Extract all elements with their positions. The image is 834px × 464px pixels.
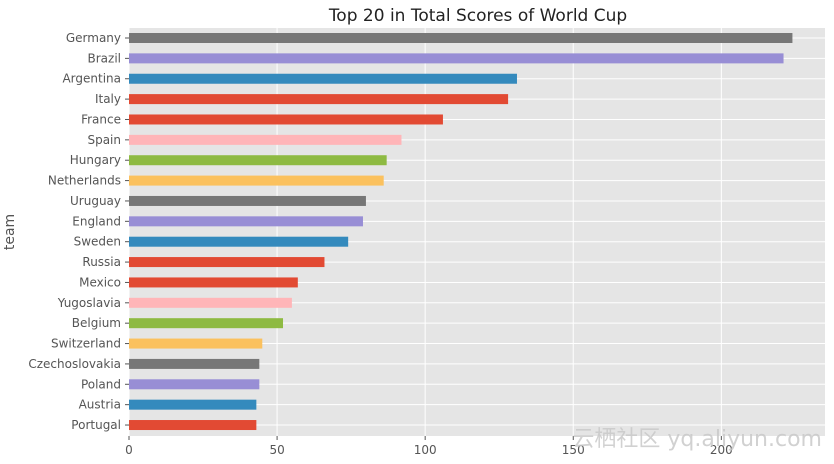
bar-yugoslavia bbox=[129, 297, 292, 308]
x-tick-label: 50 bbox=[269, 443, 284, 457]
y-tick-label: England bbox=[72, 214, 121, 228]
bar-hungary bbox=[129, 155, 387, 166]
bar-portugal bbox=[129, 420, 257, 431]
bar-england bbox=[129, 216, 363, 227]
bar-switzerland bbox=[129, 338, 263, 349]
y-tick-label: Portugal bbox=[71, 418, 121, 432]
y-tick-label: Spain bbox=[87, 133, 121, 147]
bar-netherlands bbox=[129, 175, 384, 186]
y-tick-label: Austria bbox=[79, 398, 121, 412]
y-tick-label: Poland bbox=[81, 377, 121, 391]
y-tick-label: Germany bbox=[66, 31, 121, 45]
bar-brazil bbox=[129, 53, 784, 64]
bars bbox=[129, 33, 793, 431]
y-tick-label: Belgium bbox=[72, 316, 121, 330]
x-tick-label: 100 bbox=[414, 443, 437, 457]
x-tick-label: 150 bbox=[562, 443, 585, 457]
y-tick-label: France bbox=[81, 112, 121, 126]
plot-area bbox=[129, 28, 825, 436]
y-tick-label: Russia bbox=[82, 255, 121, 269]
y-tick-label: Mexico bbox=[79, 275, 121, 289]
y-axis-label: team bbox=[2, 214, 18, 250]
bar-mexico bbox=[129, 277, 298, 288]
bar-uruguay bbox=[129, 195, 366, 206]
y-tick-label: Brazil bbox=[88, 51, 122, 65]
x-tick-label: 0 bbox=[125, 443, 133, 457]
y-tick-label: Uruguay bbox=[70, 194, 121, 208]
bar-austria bbox=[129, 399, 257, 410]
y-tick-labels: Germany Brazil Argentina Italy France Spain Hu… bbox=[28, 31, 129, 432]
y-tick-label: Hungary bbox=[70, 153, 121, 167]
y-tick-label: Yugoslavia bbox=[57, 296, 121, 310]
bar-germany bbox=[129, 33, 793, 43]
y-tick-label: Switzerland bbox=[51, 337, 121, 351]
x-tick-label: 200 bbox=[710, 443, 733, 457]
y-tick-label: Argentina bbox=[62, 72, 121, 86]
bar-argentina bbox=[129, 73, 517, 84]
y-tick-label: Sweden bbox=[74, 235, 121, 249]
x-tick-labels: 0 50 100 150 200 bbox=[125, 436, 733, 457]
bar-spain bbox=[129, 134, 402, 145]
bar-italy bbox=[129, 94, 509, 105]
bar-sweden bbox=[129, 236, 349, 247]
bar-poland bbox=[129, 379, 260, 390]
y-tick-label: Netherlands bbox=[48, 174, 121, 188]
y-tick-label: Czechoslovakia bbox=[28, 357, 121, 371]
bar-france bbox=[129, 114, 443, 125]
chart-title: Top 20 in Total Scores of World Cup bbox=[328, 6, 627, 26]
bar-russia bbox=[129, 257, 325, 268]
bar-czechoslovakia bbox=[129, 358, 260, 369]
bar-belgium bbox=[129, 318, 284, 329]
y-tick-label: Italy bbox=[95, 92, 121, 106]
watermark: 云栖社区 yq.aliyun.com bbox=[572, 427, 822, 452]
